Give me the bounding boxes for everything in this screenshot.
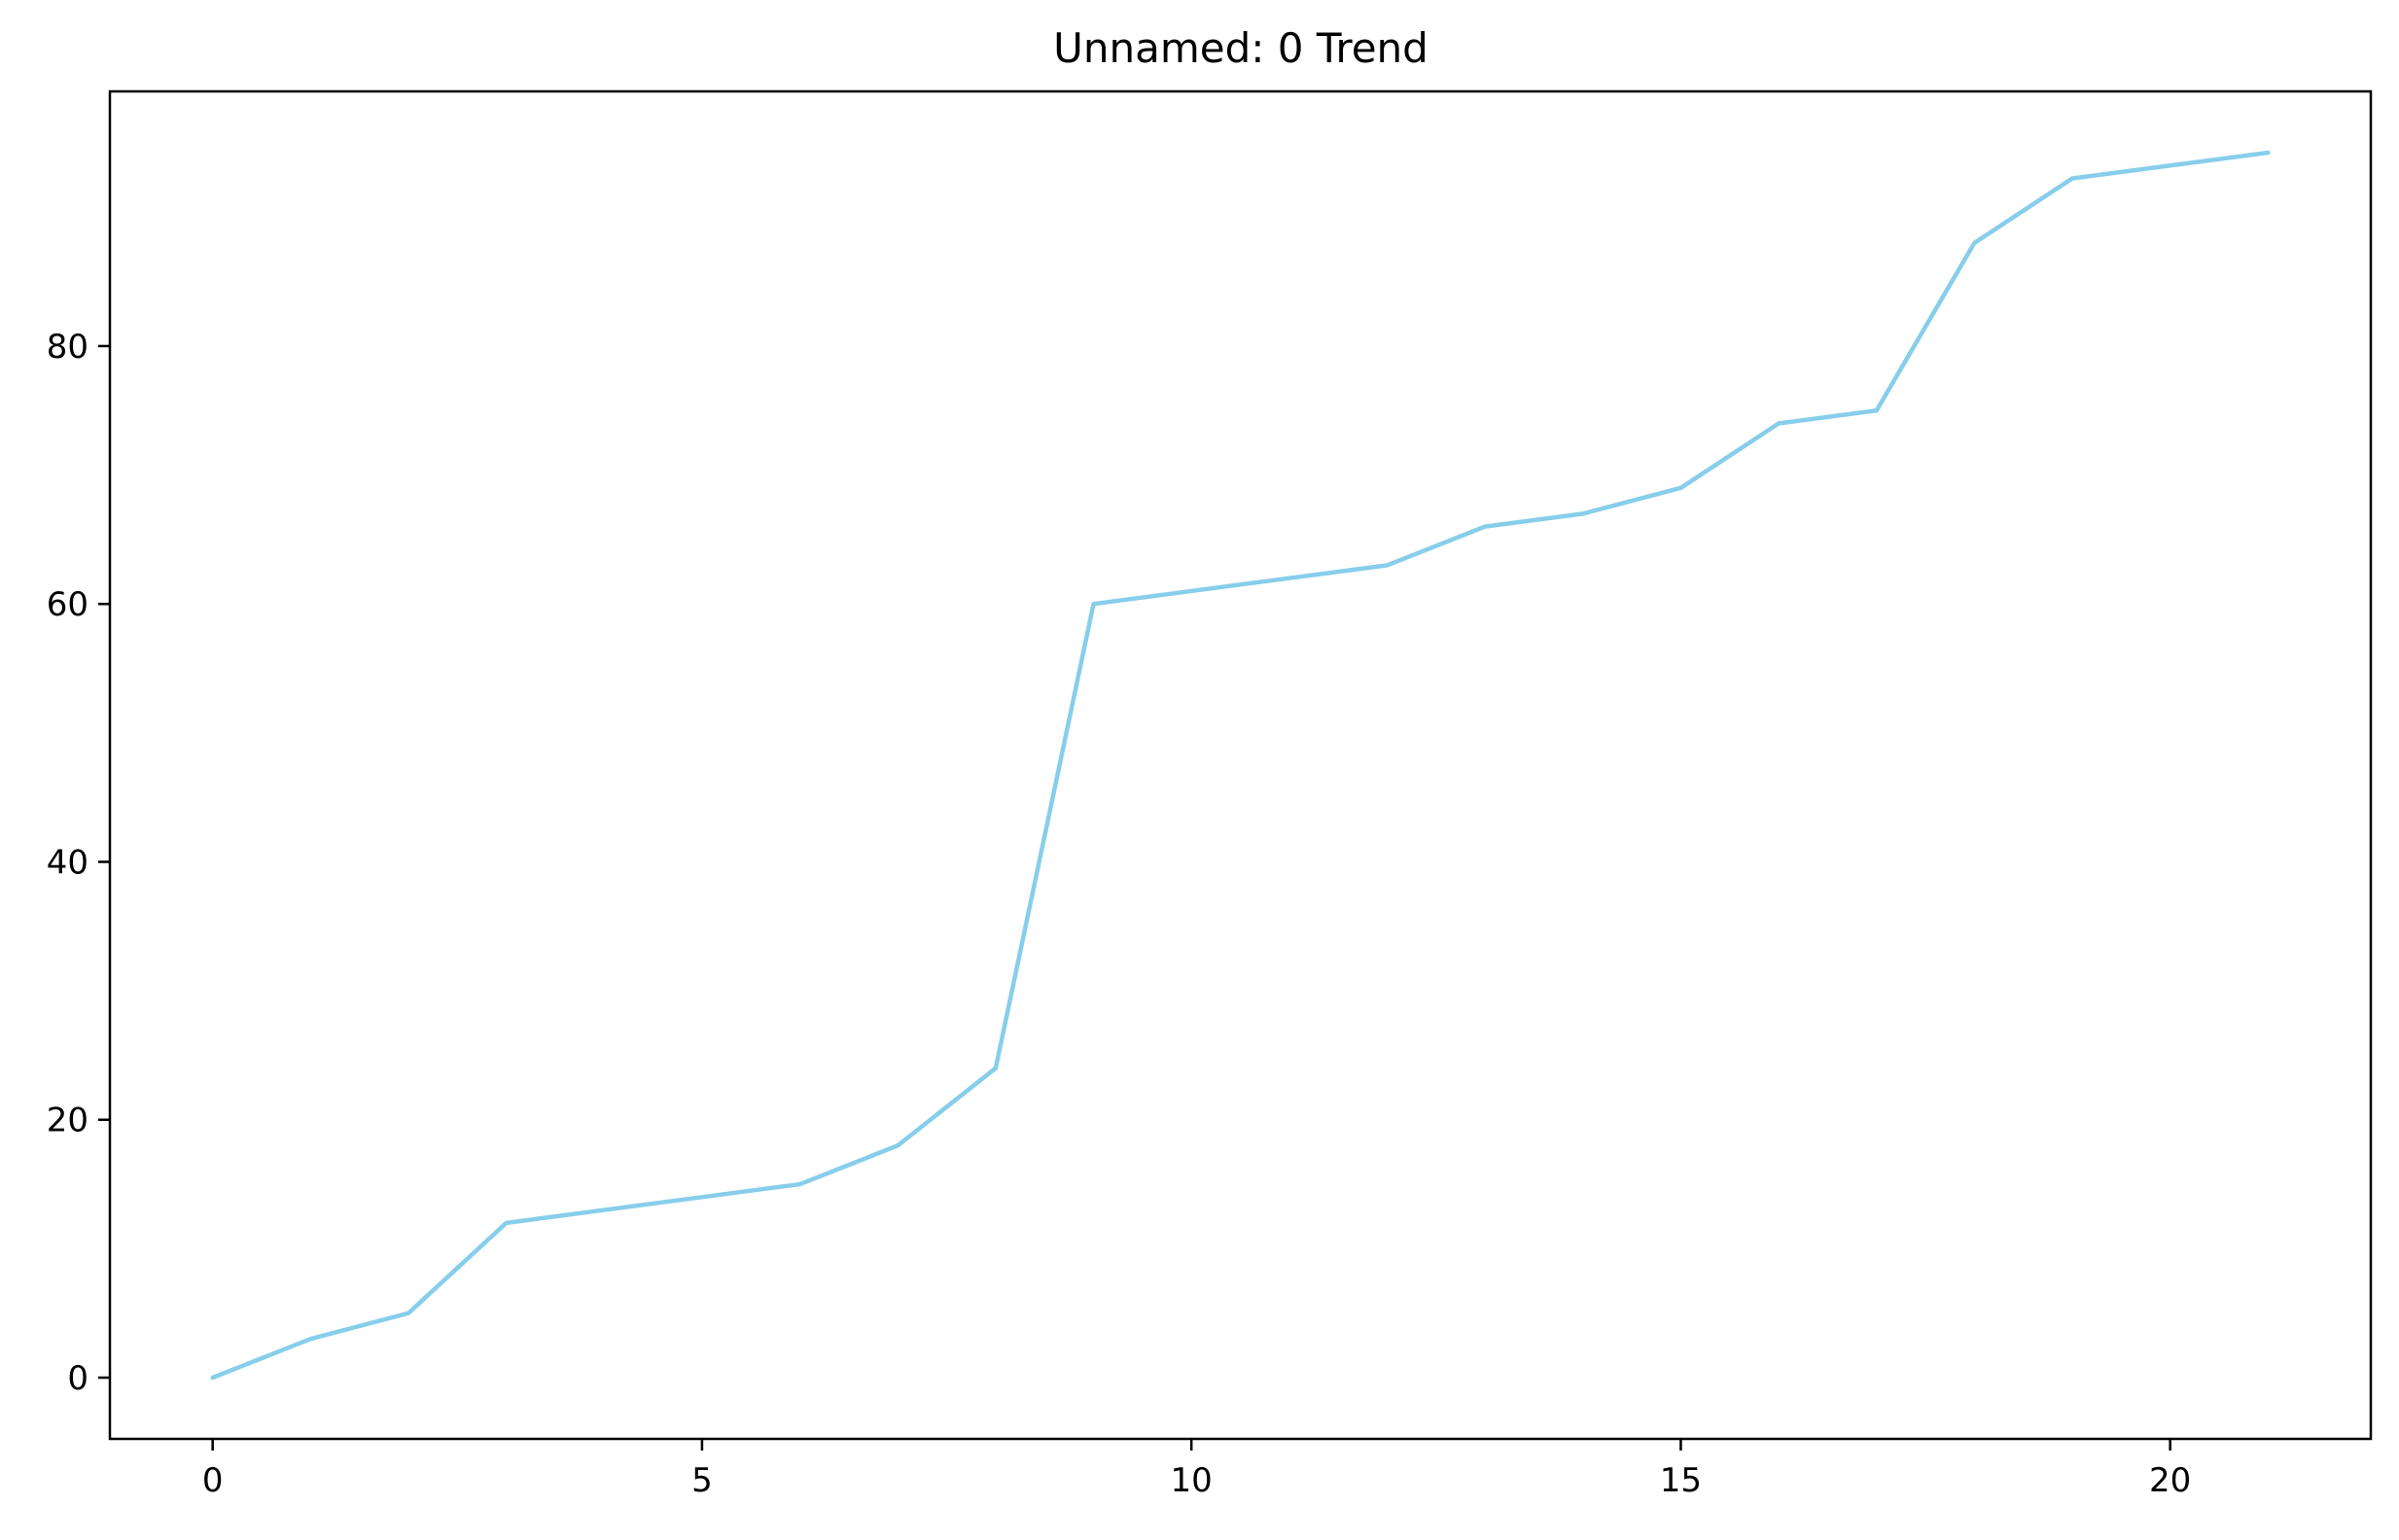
y-tick-label: 40 [47,843,88,882]
x-tick-label: 20 [2149,1461,2191,1500]
x-tick-label: 5 [691,1461,713,1500]
y-tick-label: 60 [47,585,88,624]
y-tick-label: 20 [47,1102,88,1140]
chart-title: Unnamed: 0 Trend [1053,24,1429,72]
y-tick-label: 80 [47,328,88,367]
x-tick-label: 0 [202,1461,224,1500]
y-tick-label: 0 [67,1359,88,1398]
x-tick-label: 10 [1171,1461,1213,1500]
x-tick-label: 15 [1660,1461,1702,1500]
